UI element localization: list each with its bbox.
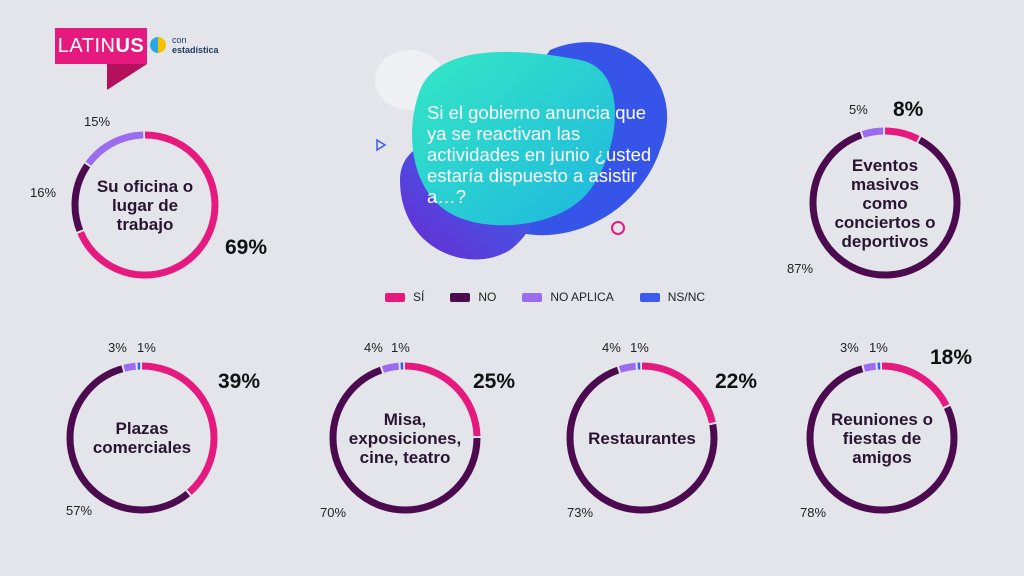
donut-segment-si [71,131,219,279]
partner-mark-icon [150,37,166,53]
logo-tail [107,64,147,90]
pct-label-si: 18% [930,346,973,369]
blob-teal [412,51,615,226]
donut-svg [71,131,219,279]
pct-label-no-aplica: 3% [108,340,127,355]
donut-segment-no [809,127,961,279]
latinus-logo: LATINUS [55,28,147,64]
donut-svg [566,362,718,514]
legend-item-ns-nc: NS/NC [639,290,705,304]
pct-label-si: 8% [893,98,924,121]
pct-label-ns-nc: 1% [869,340,888,355]
donut-chart-misa-cine-teatro [326,359,484,517]
donut-segment-no [66,362,218,514]
pct-label-no-aplica: 4% [602,340,621,355]
pct-label-no: 73% [567,505,594,520]
donut-segment-si [329,362,481,514]
legend-item-no: NO [450,290,496,304]
donut-center-label: Misa, exposiciones, cine, teatro [348,409,462,467]
legend-swatch [385,292,405,302]
question-text: Si el gobierno anuncia que ya se reactiv… [427,102,652,207]
donut-segment-si [809,127,961,279]
legend-item-si: SÍ [385,290,424,304]
donut-segment-no [71,131,219,279]
donut-center-label: Restaurantes [588,428,696,448]
pct-label-no: 70% [320,505,347,520]
pct-label-ns-nc: 1% [137,340,156,355]
legend-swatch [639,292,660,302]
legend-item-no-aplica: NO APLICA [522,290,614,304]
donut-center-label: Reuniones o fiestas de amigos [830,409,933,467]
pct-label-si: 25% [473,370,516,393]
legend-swatch [522,292,543,302]
donut-chart-reuniones-amigos [803,359,961,517]
decor-circle [611,221,625,235]
donut-svg [809,127,961,279]
donut-chart-eventos-masivos [806,124,964,282]
question-blob [375,42,668,260]
donut-chart-plazas-comerciales [63,359,221,517]
decor-triangle [376,138,387,152]
donut-segment-no [329,362,481,514]
donut-segment-no [566,362,718,514]
pct-label-no: 57% [66,503,93,518]
pct-label-no-aplica: 15% [84,114,111,129]
legend: SÍ NO NO APLICA NS/NC [385,290,705,304]
donut-segment-si [66,362,218,514]
legend-swatch [450,292,471,302]
donut-segment-no [806,362,958,514]
pct-label-no-aplica: 4% [364,340,383,355]
donut-center-label: Plazas comerciales [92,419,192,457]
donut-chart-restaurantes [563,359,721,517]
pct-label-no: 16% [30,185,57,200]
pct-label-si: 69% [225,236,268,259]
pct-label-no-aplica: 5% [849,102,868,117]
donut-chart-oficina [68,128,222,282]
donut-svg [806,362,958,514]
pct-label-ns-nc: 1% [391,340,410,355]
donut-segment-si [806,362,958,514]
donut-segment-si [566,362,718,514]
pct-label-no-aplica: 3% [840,340,859,355]
donut-svg [329,362,481,514]
donut-svg [66,362,218,514]
partner-logo: con estadística [150,35,219,55]
pct-label-no: 87% [787,261,814,276]
pct-label-si: 22% [715,370,758,393]
pct-label-no: 78% [800,505,827,520]
donut-center-label: Eventos masivos como conciertos o deport… [834,155,936,251]
donut-center-label: Su oficina o lugar de trabajo [96,176,194,234]
pct-label-si: 39% [218,370,261,393]
pct-label-ns-nc: 1% [630,340,649,355]
